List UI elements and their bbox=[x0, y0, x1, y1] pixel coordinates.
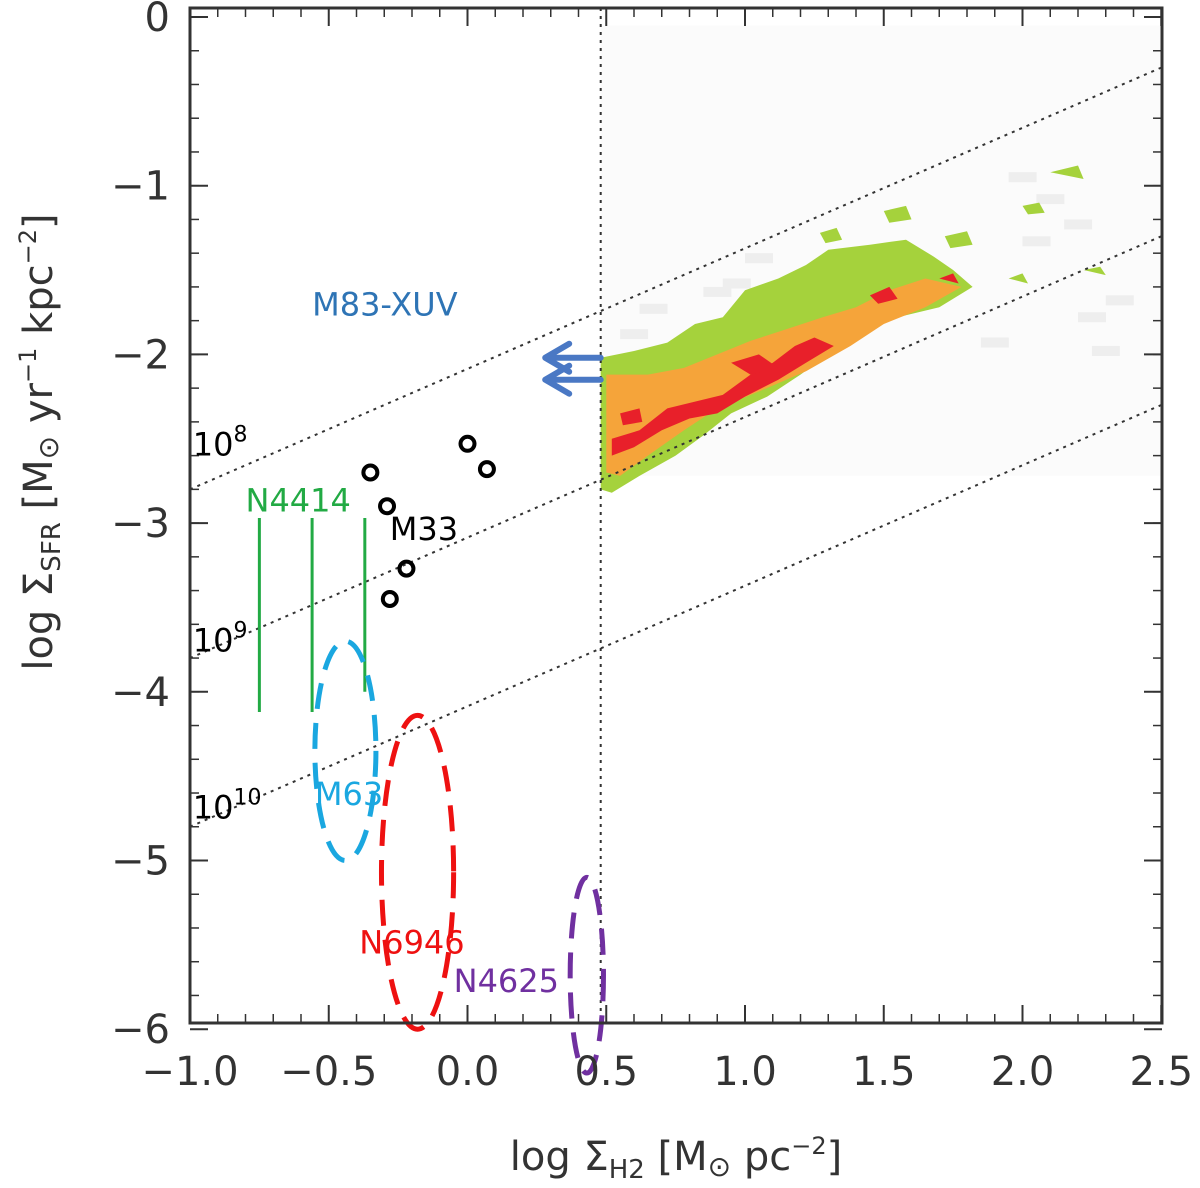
x-tick-label: 1.5 bbox=[852, 1049, 916, 1095]
depletion-time-line bbox=[190, 404, 1162, 828]
y-tick-label: −3 bbox=[111, 501, 170, 547]
data-series bbox=[257, 340, 606, 1076]
contour-high bbox=[606, 278, 962, 476]
x-tick-label: 1.0 bbox=[713, 1049, 777, 1095]
y-tick-label: −4 bbox=[111, 670, 170, 716]
n4625-label: N4625 bbox=[454, 962, 559, 1000]
m33-label: M33 bbox=[390, 510, 458, 548]
y-axis-ticks: 0 −1 −2 −3 −4 −5 −6 bbox=[111, 0, 1162, 1053]
y-tick-label: −2 bbox=[111, 332, 170, 378]
contour-low-cell bbox=[1008, 172, 1037, 183]
n6946-ellipse bbox=[378, 712, 457, 1032]
depletion-time-line bbox=[190, 235, 1162, 659]
depletion-time-1e8-label: 108 bbox=[193, 423, 248, 464]
m83-upper-limit-arrow bbox=[542, 340, 604, 375]
x-axis-title: log ΣH2 [M⊙ pc−2] bbox=[510, 1132, 842, 1185]
y-tick-label: −5 bbox=[111, 839, 170, 885]
x-tick-label: 0.5 bbox=[574, 1049, 638, 1095]
m33-point bbox=[380, 590, 399, 609]
m83-xuv-label: M83-XUV bbox=[312, 286, 458, 324]
x-tick-label: 2.0 bbox=[991, 1049, 1055, 1095]
m63-ellipse bbox=[312, 638, 379, 863]
m33-point bbox=[458, 434, 477, 453]
contour-low-cell bbox=[1036, 194, 1065, 205]
contour-low-cell bbox=[1105, 295, 1134, 306]
contour-mid-island bbox=[819, 227, 843, 244]
y-tick-label: −1 bbox=[111, 164, 170, 210]
contour-peak-island bbox=[731, 354, 779, 375]
reference-lines bbox=[190, 8, 1162, 1023]
contour-peak-island bbox=[869, 286, 898, 304]
contour-low-cell bbox=[745, 253, 773, 264]
x-axis-ticks: −1.0 −0.5 0.0 0.5 1.0 1.5 2.0 2.5 bbox=[141, 8, 1193, 1095]
depletion-time-line bbox=[190, 66, 1162, 491]
depletion-time-1e10-label: 1010 bbox=[193, 785, 262, 826]
contour-peak bbox=[611, 337, 834, 456]
y-axis-title: log ΣSFR [M⊙ yr−1 kpc−2] bbox=[14, 213, 67, 670]
contour-low-cell bbox=[1022, 236, 1051, 247]
x-tick-label: 0.0 bbox=[436, 1049, 500, 1095]
contour-low-cell bbox=[1078, 312, 1106, 323]
depletion-time-1e9-label: 109 bbox=[193, 618, 248, 659]
contour-peak-island bbox=[620, 408, 643, 426]
contour-low-cell bbox=[703, 286, 732, 297]
contour-low-cell bbox=[980, 337, 1009, 348]
x-tick-label: −0.5 bbox=[280, 1049, 377, 1095]
contour-low-cell bbox=[1064, 219, 1093, 230]
y-tick-label: 0 bbox=[145, 0, 170, 41]
n4414-label: N4414 bbox=[246, 481, 351, 519]
x-tick-label: −1.0 bbox=[141, 1049, 238, 1095]
contour-low-cell bbox=[1091, 345, 1120, 356]
n6946-label: N6946 bbox=[359, 923, 464, 961]
x-tick-label: 2.5 bbox=[1129, 1049, 1193, 1095]
m83-upper-limit-arrow bbox=[542, 362, 604, 397]
contour-mid-island bbox=[883, 205, 912, 223]
m63-label: M63 bbox=[315, 775, 383, 813]
plot-border bbox=[188, 6, 1164, 1025]
contour-mid-island bbox=[1008, 273, 1028, 284]
m33-point bbox=[378, 497, 397, 516]
contour-mid-island bbox=[1022, 202, 1045, 215]
density-contours bbox=[600, 165, 1106, 493]
contour-mid-island bbox=[1083, 266, 1106, 276]
contour-low-cell bbox=[639, 303, 668, 314]
plot-frame bbox=[188, 6, 1164, 1025]
m33-point bbox=[397, 559, 416, 578]
contour-mid-island bbox=[944, 231, 973, 249]
m33-point bbox=[477, 460, 496, 479]
m33-point bbox=[361, 463, 380, 482]
n4625-ellipse bbox=[567, 874, 606, 1076]
y-tick-label: −6 bbox=[111, 1007, 170, 1053]
contour-peak-island bbox=[939, 273, 959, 284]
contour-mid-island bbox=[1050, 165, 1084, 179]
contour-low-cell bbox=[722, 278, 751, 289]
contour-low-cell bbox=[620, 329, 649, 340]
